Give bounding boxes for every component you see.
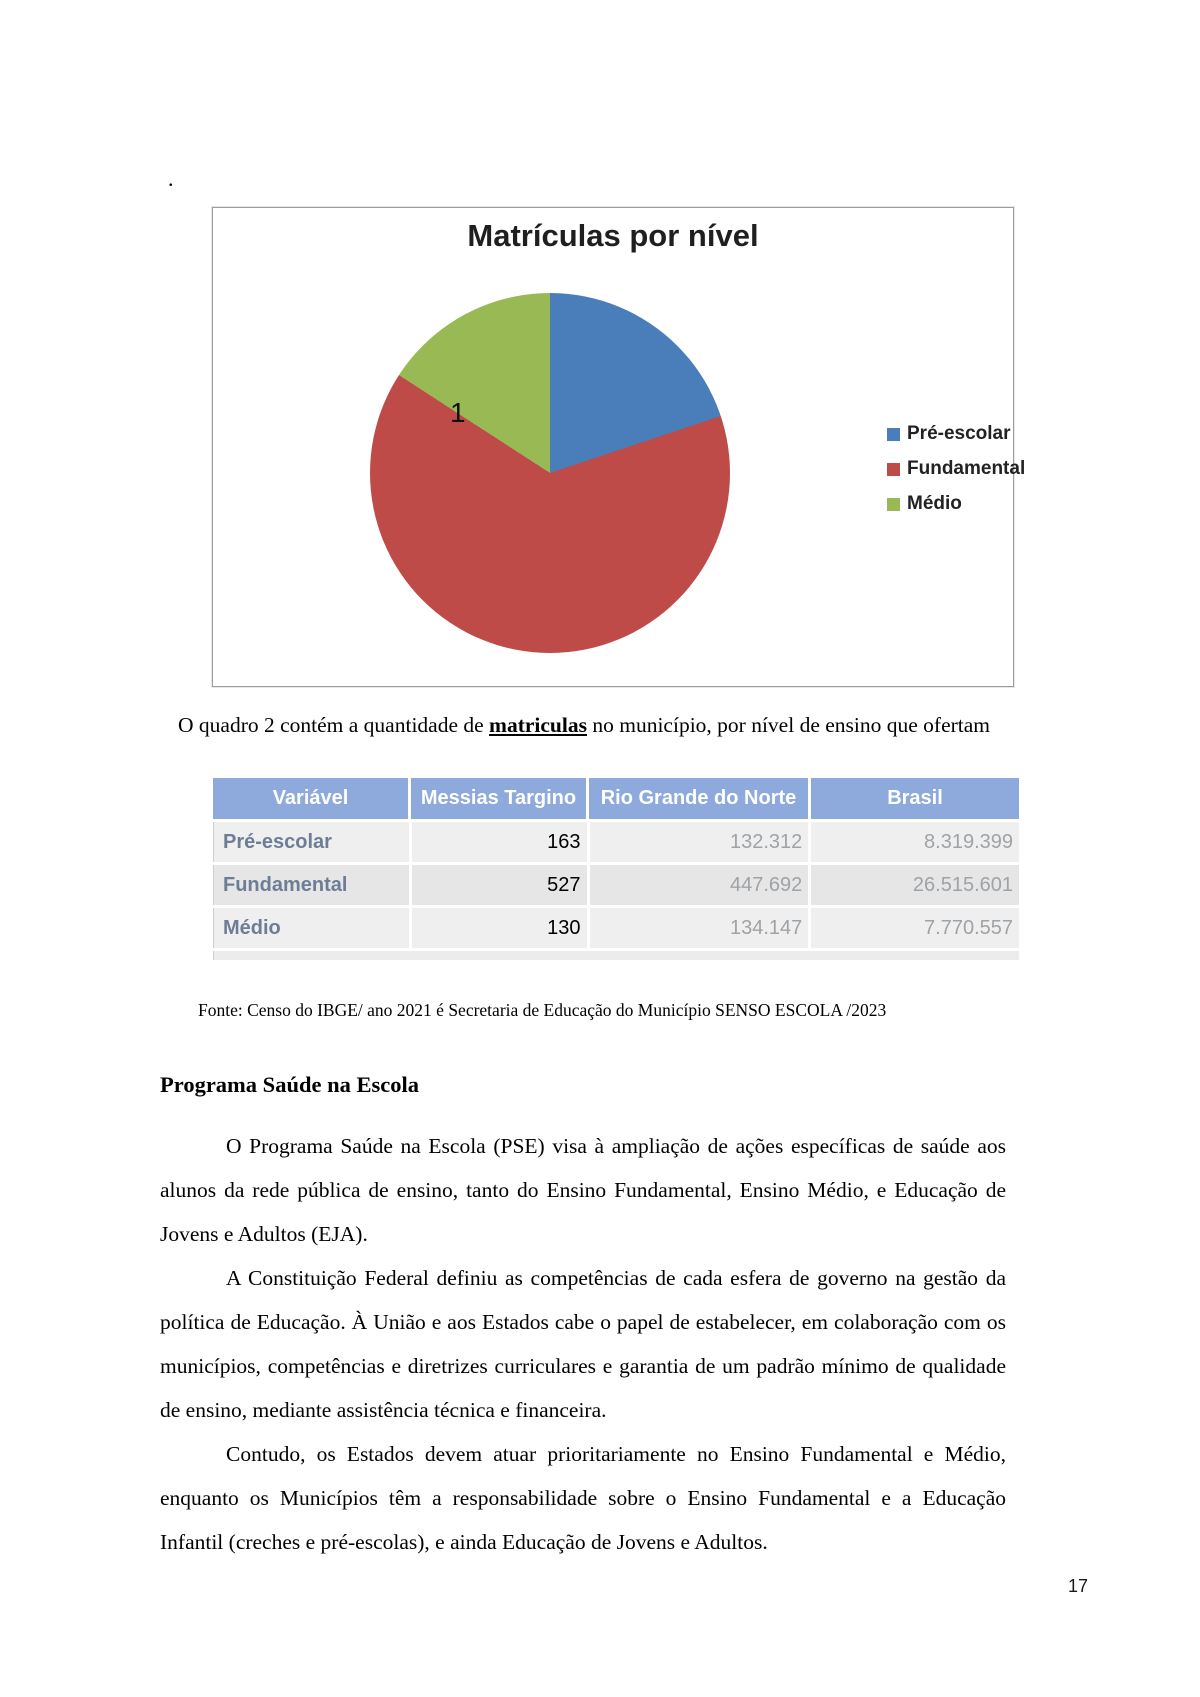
chart-title: Matrículas por nível	[467, 218, 759, 253]
cell-value: 132.312	[589, 822, 809, 862]
pie-chart-panel: Matrículas por nível 1 Pré-escolar Funda…	[212, 207, 1025, 687]
cell-value: 26.515.601	[811, 865, 1019, 905]
body-text: O Programa Saúde na Escola (PSE) visa à …	[160, 1124, 1006, 1564]
table-source-note: Fonte: Censo do IBGE/ ano 2021 é Secreta…	[198, 1000, 887, 1020]
row-label: Fundamental	[214, 865, 409, 905]
legend-label: Pré-escolar	[907, 423, 1011, 444]
cell-value: 8.319.399	[811, 822, 1019, 862]
row-label: Médio	[214, 908, 409, 948]
column-header-messias-targino: Messias Targino	[411, 778, 586, 819]
pie-slice-label: 1	[450, 397, 466, 428]
cell-value: 7.770.557	[811, 908, 1019, 948]
intro-text-before: O quadro 2 contém a quantidade de	[178, 713, 490, 737]
cell-value: 527	[411, 865, 587, 905]
legend-label: Fundamental	[907, 458, 1026, 479]
column-header-brasil: Brasil	[811, 778, 1019, 819]
legend-swatch-red-icon	[887, 462, 900, 476]
legend-item-pre-escolar: Pré-escolar	[887, 423, 1025, 444]
row-label: Pré-escolar	[214, 822, 409, 862]
table-row: Fundamental 527 447.692 26.515.601	[213, 865, 1019, 905]
legend-label: Médio	[907, 493, 962, 514]
legend-item-medio: Médio	[887, 493, 1025, 514]
column-header-rio-grande-do-norte: Rio Grande do Norte	[589, 778, 808, 819]
legend-swatch-blue-icon	[887, 427, 900, 441]
enrollment-table: Variável Messias Targino Rio Grande do N…	[213, 778, 1019, 960]
cell-value: 134.147	[589, 908, 809, 948]
chart-legend: Pré-escolar Fundamental Médio	[887, 423, 1026, 514]
legend-swatch-green-icon	[887, 497, 900, 511]
matriculas-emphasis: matriculas	[489, 713, 587, 737]
cell-value: 447.692	[589, 865, 809, 905]
body-paragraph: A Constituição Federal definiu as compet…	[160, 1266, 1006, 1422]
table-header-row: Variável Messias Targino Rio Grande do N…	[213, 778, 1019, 819]
page-number: 17	[1067, 1576, 1088, 1596]
table-row: Médio 130 134.147 7.770.557	[213, 908, 1019, 948]
body-paragraph: O Programa Saúde na Escola (PSE) visa à …	[160, 1134, 1006, 1246]
pie-chart: 1	[370, 293, 730, 653]
column-header-variavel: Variável	[213, 778, 408, 819]
body-paragraph: Contudo, os Estados devem atuar priorita…	[160, 1442, 1006, 1554]
table-row: Pré-escolar 163 132.312 8.319.399	[213, 822, 1019, 862]
cell-value: 163	[411, 822, 587, 862]
cell-value: 130	[411, 908, 587, 948]
intro-text-after: no município, por nível de ensino que of…	[586, 713, 991, 737]
stray-period-mark: .	[168, 166, 174, 191]
section-heading: Programa Saúde na Escola	[160, 1072, 419, 1097]
legend-item-fundamental: Fundamental	[887, 458, 1026, 479]
intro-paragraph: O quadro 2 contém a quantidade de matric…	[178, 713, 990, 738]
table-footer-strip	[213, 951, 1019, 960]
